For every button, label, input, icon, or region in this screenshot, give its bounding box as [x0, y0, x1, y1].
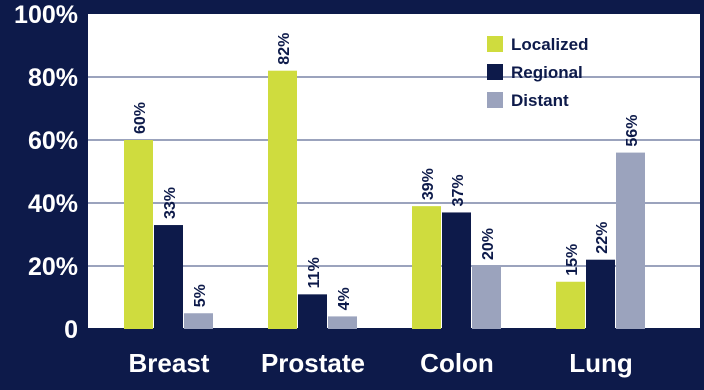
data-label: 37%	[450, 174, 467, 206]
data-label: 11%	[306, 257, 323, 288]
data-label: 82%	[276, 33, 293, 65]
bars	[124, 70, 645, 329]
data-label: 4%	[336, 287, 353, 310]
bar-localized-breast	[124, 140, 153, 329]
legend-swatch-regional	[487, 64, 503, 80]
legend-label: Distant	[511, 91, 569, 110]
category-label: Lung	[569, 348, 633, 378]
data-label: 60%	[132, 102, 149, 134]
y-axis-ticks: 0 20% 40% 60% 80% 100%	[14, 1, 78, 344]
legend: Localized Regional Distant	[487, 35, 588, 110]
x-axis-categories: Breast Prostate Colon Lung	[129, 348, 633, 378]
data-label: 56%	[624, 115, 641, 147]
y-tick-label: 20%	[28, 253, 78, 281]
bar-distant-colon	[472, 266, 501, 329]
data-labels: 60% 33% 5% 82% 11% 4% 39% 37% 20% 15% 22% 56%	[132, 33, 641, 311]
data-label: 20%	[480, 228, 497, 260]
data-label: 22%	[594, 222, 611, 254]
y-tick-label: 0	[64, 316, 78, 344]
bar-regional-breast	[154, 225, 183, 329]
legend-swatch-distant	[487, 92, 503, 108]
legend-label: Localized	[511, 35, 588, 54]
category-label: Breast	[129, 348, 210, 378]
bar-regional-colon	[442, 212, 471, 329]
bar-regional-lung	[586, 259, 615, 329]
category-label: Prostate	[261, 348, 365, 378]
legend-swatch-localized	[487, 36, 503, 52]
bar-localized-colon	[412, 206, 441, 329]
bar-distant-prostate	[328, 316, 357, 329]
legend-label: Regional	[511, 63, 583, 82]
bar-regional-prostate	[298, 294, 327, 329]
data-label: 39%	[420, 168, 437, 200]
y-tick-label: 100%	[14, 1, 78, 29]
y-tick-label: 40%	[28, 190, 78, 218]
data-label: 5%	[192, 284, 209, 307]
y-tick-label: 60%	[28, 127, 78, 155]
data-label: 33%	[162, 187, 179, 219]
bar-distant-lung	[616, 152, 645, 329]
bar-localized-lung	[556, 281, 585, 329]
bar-localized-prostate	[268, 70, 297, 329]
y-tick-label: 80%	[28, 64, 78, 92]
bar-distant-breast	[184, 313, 213, 329]
data-label: 15%	[564, 244, 581, 276]
category-label: Colon	[420, 348, 494, 378]
